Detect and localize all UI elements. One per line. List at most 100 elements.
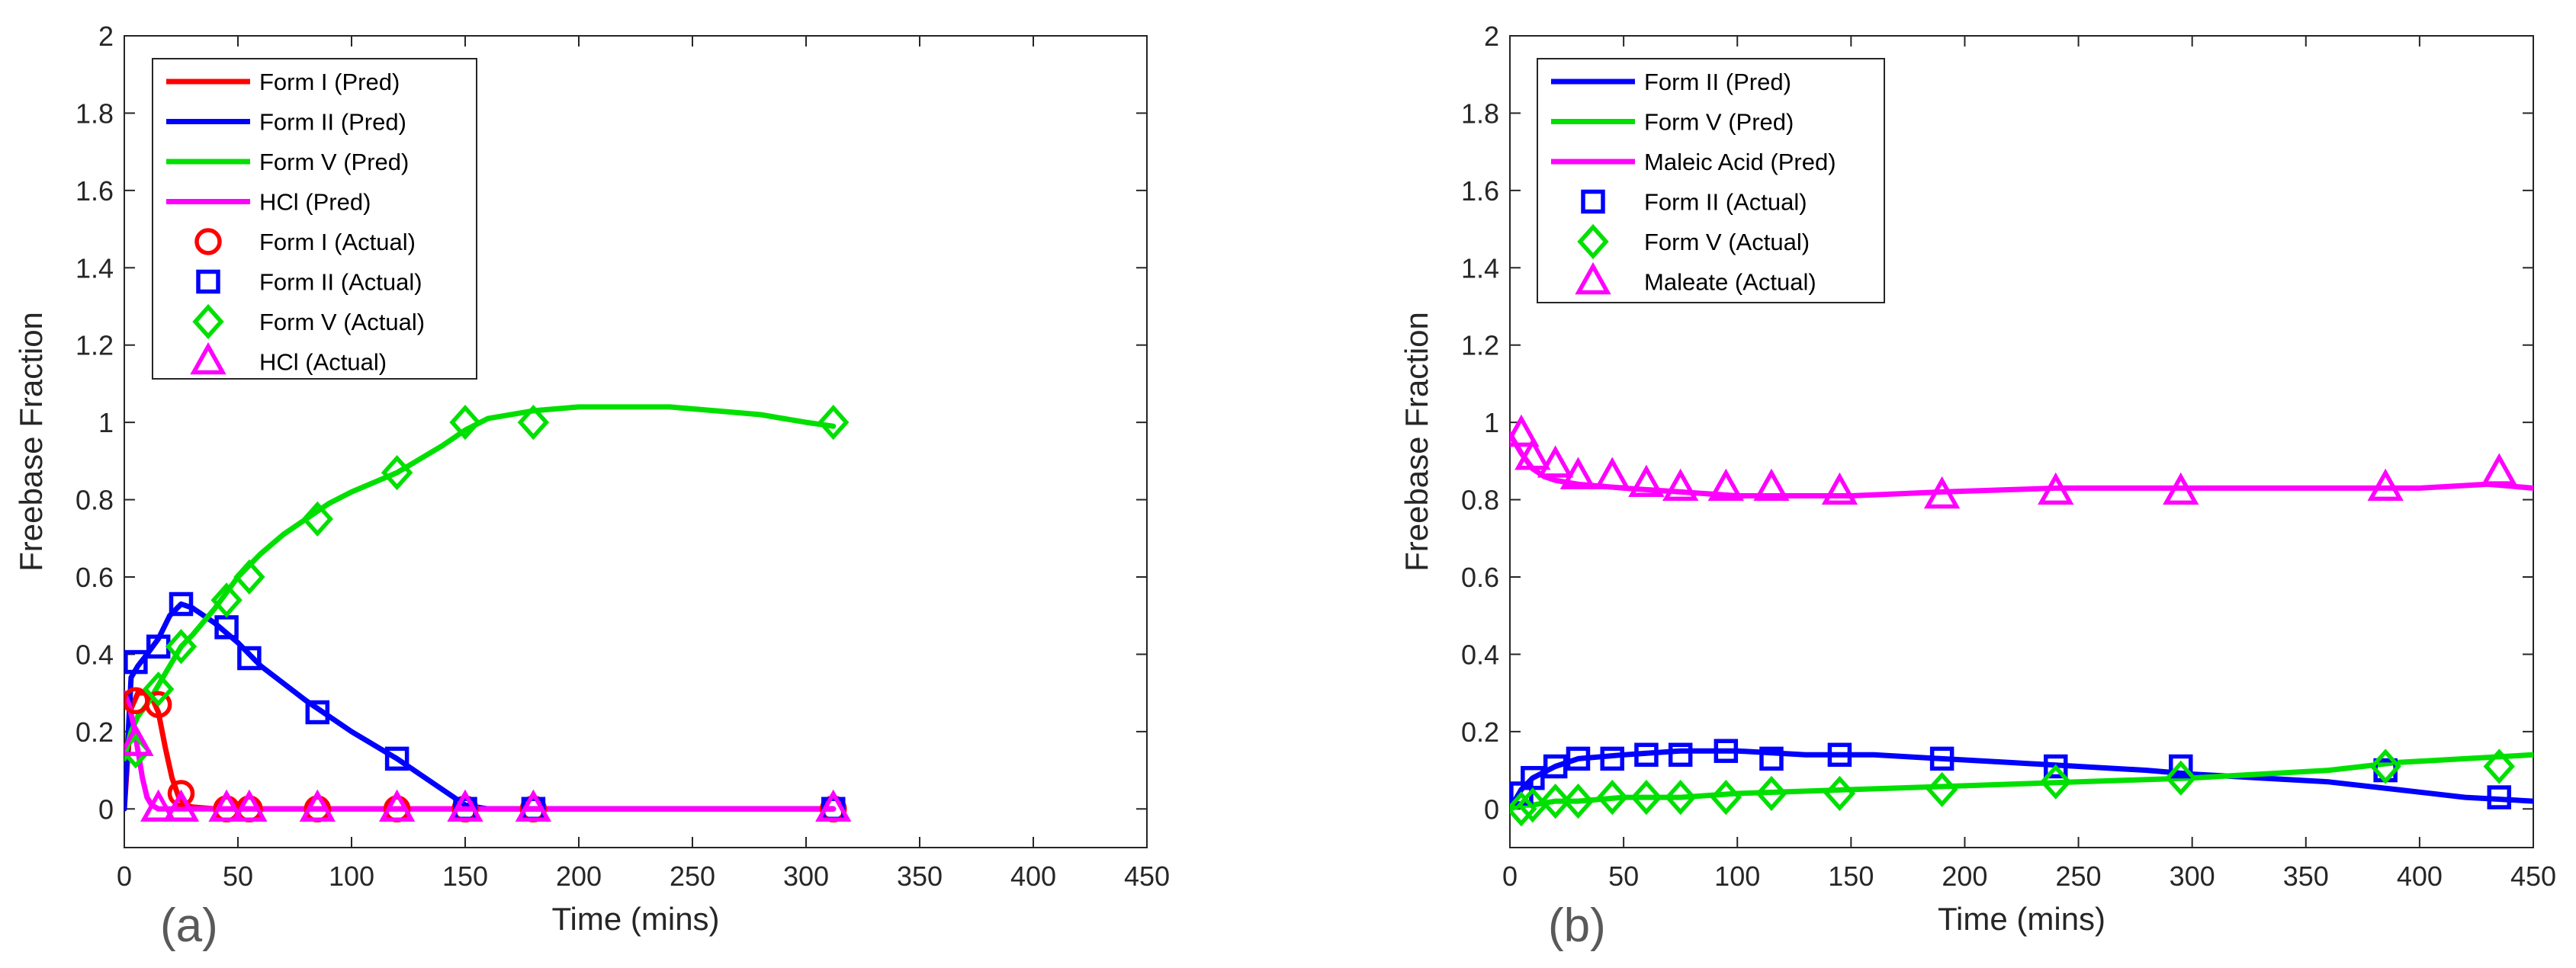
legend-label: Form II (Actual) xyxy=(1644,189,1807,216)
data-point xyxy=(1594,457,1630,489)
y-tick-label: 0.2 xyxy=(1461,716,1499,748)
data-point xyxy=(2038,472,2074,505)
y-tick-label: 0 xyxy=(1484,793,1499,825)
legend-label: Form V (Actual) xyxy=(259,309,425,335)
data-point xyxy=(162,789,200,822)
legend-label: Form V (Actual) xyxy=(1644,229,1810,255)
data-point xyxy=(1923,476,1961,509)
data-point xyxy=(1929,746,1954,771)
x-tick-label: 150 xyxy=(1828,861,1874,892)
legend-label: HCl (Actual) xyxy=(259,349,387,376)
legend-label: Form I (Actual) xyxy=(259,229,416,255)
legend-box xyxy=(1537,58,1885,303)
data-point xyxy=(447,789,483,822)
legend-swatch xyxy=(1575,261,1611,295)
x-axis-label: Time (mins) xyxy=(1938,901,2105,937)
x-tick-label: 350 xyxy=(2283,861,2329,892)
y-axis-label: Freebase Fraction xyxy=(1399,312,1434,572)
data-point xyxy=(1759,746,1784,771)
data-point xyxy=(1596,779,1628,816)
data-point xyxy=(449,405,481,441)
y-tick-label: 0 xyxy=(98,793,114,825)
data-point xyxy=(140,789,177,822)
data-point xyxy=(124,723,154,756)
x-tick-label: 200 xyxy=(556,861,602,892)
data-point xyxy=(1664,779,1697,816)
legend-label: Form II (Actual) xyxy=(259,269,422,296)
x-tick-label: 0 xyxy=(1502,861,1518,892)
y-tick-label: 0.6 xyxy=(1461,562,1499,593)
y-tick-label: 1 xyxy=(98,407,114,438)
x-tick-label: 100 xyxy=(329,861,374,892)
data-point xyxy=(2169,754,2193,779)
panel-label: (b) xyxy=(1548,899,1606,952)
data-point xyxy=(2165,760,2197,796)
y-tick-label: 1.8 xyxy=(1461,98,1499,129)
legend: Form II (Pred) Form V (Pred) Maleic Acid (… xyxy=(1537,58,1885,303)
x-tick-label: 450 xyxy=(1124,861,1170,892)
data-point xyxy=(231,789,268,822)
legend-swatch xyxy=(196,269,220,294)
legend-swatch xyxy=(194,228,222,255)
x-tick-label: 150 xyxy=(442,861,488,892)
x-tick-label: 350 xyxy=(897,861,943,892)
data-point xyxy=(2483,748,2515,784)
y-tick-label: 1.6 xyxy=(75,175,114,207)
data-point xyxy=(1543,754,1568,779)
data-point xyxy=(1707,468,1744,502)
y-tick-label: 0.4 xyxy=(75,639,114,670)
data-point xyxy=(1510,414,1540,447)
data-point xyxy=(237,646,262,671)
x-tick-label: 300 xyxy=(783,861,829,892)
data-point xyxy=(1600,746,1624,771)
x-tick-label: 300 xyxy=(2170,861,2215,892)
y-tick-label: 0.8 xyxy=(75,485,114,516)
y-tick-label: 0.2 xyxy=(75,716,114,748)
legend-swatch xyxy=(190,341,226,375)
x-tick-label: 400 xyxy=(1010,861,1056,892)
data-point xyxy=(2367,468,2404,502)
data-point xyxy=(143,671,175,707)
data-point xyxy=(517,405,550,441)
legend-label: Form I (Pred) xyxy=(259,69,400,95)
data-point xyxy=(1710,779,1742,816)
data-point xyxy=(378,789,416,822)
data-point xyxy=(1668,742,1693,768)
data-point xyxy=(1926,771,1958,808)
data-point xyxy=(169,591,194,617)
legend-label: Form II (Pred) xyxy=(259,109,406,136)
legend: Form I (Pred) Form II (Pred) Form V (Pred)… xyxy=(152,58,477,380)
data-point xyxy=(1821,472,1858,505)
data-layer xyxy=(124,404,852,823)
legend-box xyxy=(152,58,477,380)
data-point xyxy=(299,789,336,822)
x-tick-label: 50 xyxy=(223,861,253,892)
data-point xyxy=(305,700,330,725)
data-point xyxy=(1753,468,1790,502)
data-point xyxy=(2043,754,2068,779)
legend-label: Maleic Acid (Pred) xyxy=(1644,149,1836,175)
data-point xyxy=(124,649,148,675)
y-tick-label: 1.4 xyxy=(75,252,114,284)
series-line xyxy=(1510,748,2533,812)
y-tick-label: 2 xyxy=(98,21,114,52)
data-point xyxy=(1634,742,1659,768)
y-tick-label: 1 xyxy=(1484,407,1499,438)
legend-label: Form V (Pred) xyxy=(1644,109,1794,136)
data-point xyxy=(208,789,245,822)
x-tick-label: 100 xyxy=(1714,861,1760,892)
x-axis-label: Time (mins) xyxy=(551,901,719,937)
data-point xyxy=(384,746,410,771)
data-point xyxy=(515,789,552,822)
y-tick-label: 0.6 xyxy=(75,562,114,593)
y-tick-label: 1.6 xyxy=(1461,175,1499,207)
data-point xyxy=(144,691,172,719)
x-tick-label: 250 xyxy=(2056,861,2102,892)
data-point xyxy=(815,789,852,822)
data-point xyxy=(1562,784,1595,819)
panel-label: (a) xyxy=(160,899,218,952)
data-point xyxy=(1662,468,1699,502)
data-point xyxy=(1755,775,1787,812)
legend-label: Form II (Pred) xyxy=(1644,69,1791,95)
